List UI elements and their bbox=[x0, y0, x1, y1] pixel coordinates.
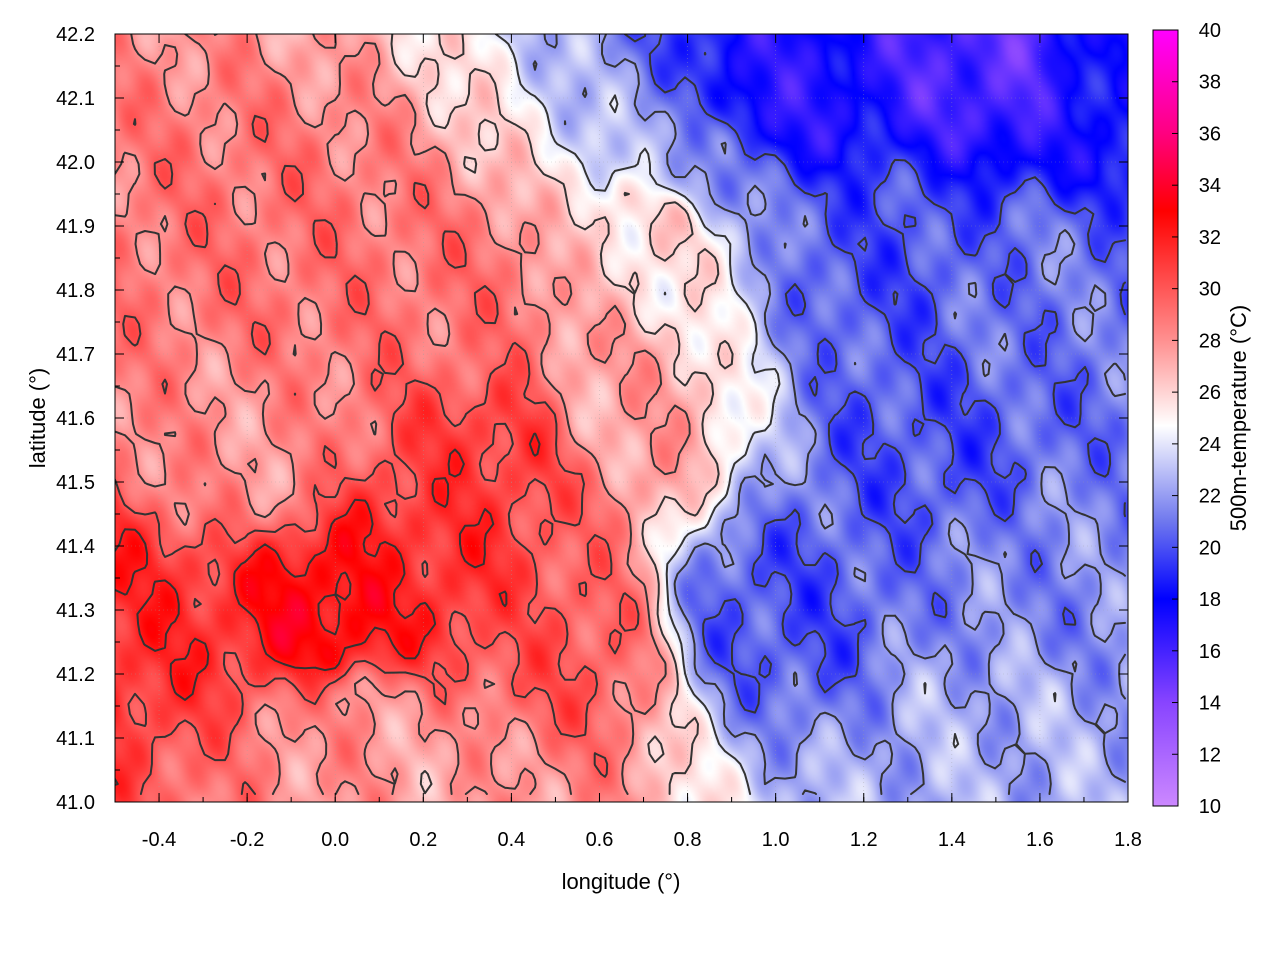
y-tick-label: 41.2 bbox=[56, 664, 95, 686]
colorbar-tick-label: 24 bbox=[1199, 434, 1221, 456]
colorbar-label: 500m-temperature (°C) bbox=[1226, 305, 1251, 531]
x-tick-label: 1.8 bbox=[1114, 829, 1142, 851]
contour-line bbox=[115, 34, 691, 795]
contour-line bbox=[390, 34, 734, 795]
colorbar-tick-label: 18 bbox=[1199, 589, 1221, 611]
y-tick-label: 41.9 bbox=[56, 216, 95, 238]
y-axis-label: latitude (°) bbox=[25, 368, 50, 469]
colorbar-tick-label: 16 bbox=[1199, 641, 1221, 663]
contour-line bbox=[494, 34, 1057, 795]
contour-line bbox=[115, 114, 640, 795]
x-tick-label: 1.4 bbox=[938, 829, 966, 851]
colorbar-tick-label: 30 bbox=[1199, 279, 1221, 301]
colorbar-tick-label: 26 bbox=[1199, 382, 1221, 404]
colorbar-tick-label: 20 bbox=[1199, 537, 1221, 559]
y-tick-label: 42.2 bbox=[56, 24, 95, 46]
y-tick-label: 41.3 bbox=[56, 600, 95, 622]
contour-line bbox=[532, 34, 1126, 795]
temperature-field bbox=[115, 34, 1128, 802]
x-tick-label: 0.0 bbox=[321, 829, 349, 851]
colorbar-tick-label: 38 bbox=[1199, 72, 1221, 94]
colorbar-tick-label: 36 bbox=[1199, 123, 1221, 145]
plot-area bbox=[115, 34, 1128, 802]
y-tick-label: 41.5 bbox=[56, 472, 95, 494]
grid-lines bbox=[115, 34, 1128, 802]
colorbar-tick-label: 28 bbox=[1199, 330, 1221, 352]
x-tick-label: 1.6 bbox=[1026, 829, 1054, 851]
colorbar bbox=[1152, 29, 1179, 807]
colorbar-axis: 10 12 14 16 18 20 22 24 26 28 30 32 34 36 38 40 bbox=[1172, 20, 1221, 818]
colorbar-tick-label: 34 bbox=[1199, 175, 1221, 197]
colorbar-tick-label: 32 bbox=[1199, 227, 1221, 249]
x-tick-label: -0.2 bbox=[230, 829, 264, 851]
x-tick-label: 1.0 bbox=[762, 829, 790, 851]
x-axis: -0.4 -0.2 0.0 0.2 0.4 0.6 0.8 1.0 1.2 1.4 1.6 1.8 bbox=[114, 34, 1142, 851]
y-tick-label: 42.1 bbox=[56, 88, 95, 110]
y-tick-label: 41.4 bbox=[56, 536, 95, 558]
x-tick-label: 1.2 bbox=[850, 829, 878, 851]
y-tick-label: 41.0 bbox=[56, 792, 95, 814]
x-tick-label: -0.4 bbox=[142, 829, 176, 851]
y-tick-label: 42.0 bbox=[56, 152, 95, 174]
colorbar-tick-label: 40 bbox=[1199, 20, 1221, 42]
x-tick-label: 0.6 bbox=[586, 829, 614, 851]
x-tick-label: 0.2 bbox=[409, 829, 437, 851]
colorbar-tick-label: 10 bbox=[1199, 796, 1221, 818]
x-tick-label: 0.8 bbox=[674, 829, 702, 851]
colorbar-tick-label: 14 bbox=[1199, 693, 1221, 715]
x-tick-label: 0.4 bbox=[497, 829, 525, 851]
y-tick-label: 41.8 bbox=[56, 280, 95, 302]
colorbar-tick-label: 12 bbox=[1199, 744, 1221, 766]
contour-lines bbox=[115, 34, 1126, 795]
y-tick-label: 41.7 bbox=[56, 344, 95, 366]
contour-line bbox=[115, 432, 541, 786]
y-tick-label: 41.1 bbox=[56, 728, 95, 750]
y-tick-label: 41.6 bbox=[56, 408, 95, 430]
colorbar-tick-label: 22 bbox=[1199, 486, 1221, 508]
y-axis: 41.0 41.1 41.2 41.3 41.4 41.5 41.6 41.7 41.8 41.9… bbox=[56, 24, 1128, 814]
x-axis-label: longitude (°) bbox=[562, 869, 681, 894]
